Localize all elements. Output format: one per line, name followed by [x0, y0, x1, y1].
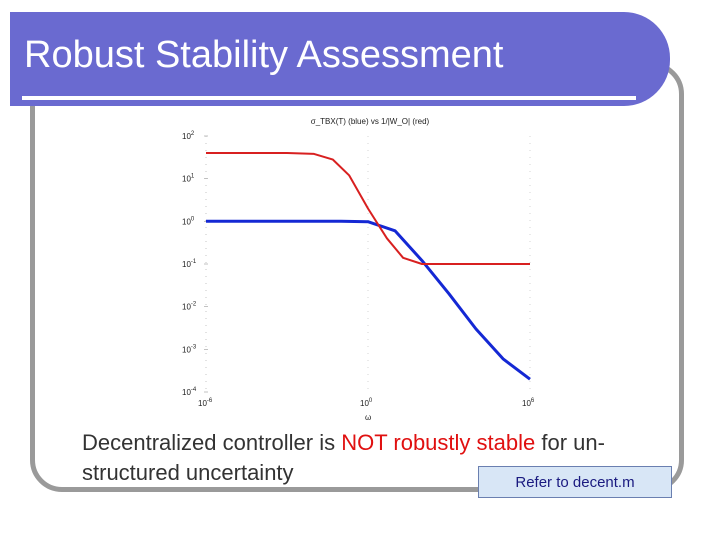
- body-prefix: Decentralized controller is: [82, 430, 342, 455]
- body-suffix: for un-structured uncertainty: [82, 430, 605, 485]
- y-tick-label: 10-3: [182, 344, 197, 354]
- body-highlight: NOT robustly stable: [341, 430, 536, 455]
- y-tick-label: 10-2: [182, 302, 197, 312]
- chart-title: σ_TBX(T) (blue) vs 1/|W_O| (red): [311, 117, 430, 126]
- y-tick-label: 101: [182, 174, 195, 184]
- x-tick-label: 10-6: [198, 398, 213, 408]
- y-tick-label: 10-4: [182, 387, 197, 397]
- chart-title-part1: σ_TBX(T) (blue) vs 1/|W_O| (red): [311, 117, 430, 126]
- y-tick-label: 102: [182, 131, 195, 141]
- slide-title: Robust Stability Assessment: [24, 34, 504, 76]
- x-axis-label: ω: [365, 413, 371, 422]
- x-tick-label: 100: [360, 398, 373, 408]
- x-tick-label: 106: [522, 398, 535, 408]
- blue-series-line: [206, 219, 531, 381]
- title-bar: [10, 12, 670, 106]
- y-tick-label: 100: [182, 216, 195, 226]
- refer-label: Refer to decent.m: [515, 474, 635, 491]
- title-underline: [22, 96, 636, 100]
- refer-button[interactable]: Refer to decent.m: [478, 466, 672, 498]
- body-text: Decentralized controller is NOT robustly…: [82, 428, 662, 488]
- robust-stability-chart: σ_TBX(T) (blue) vs 1/|W_O| (red) 102 101 1…: [182, 117, 535, 422]
- y-tick-label: 10-1: [182, 259, 197, 269]
- red-series-line: [206, 152, 530, 265]
